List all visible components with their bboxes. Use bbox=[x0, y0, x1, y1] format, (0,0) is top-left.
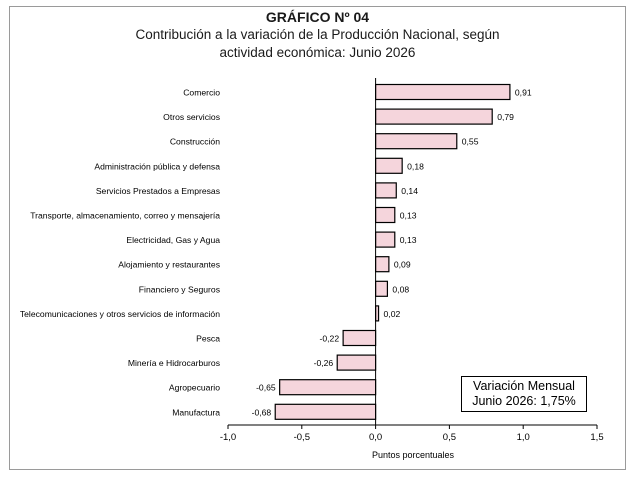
x-tick-label: 1,5 bbox=[590, 432, 603, 443]
x-tick-label: 0,5 bbox=[443, 432, 456, 443]
bar bbox=[279, 379, 377, 396]
data-label: -0,68 bbox=[252, 407, 272, 417]
data-label: 0,79 bbox=[497, 112, 514, 122]
bar bbox=[375, 182, 397, 199]
bar bbox=[375, 83, 511, 101]
bar bbox=[375, 231, 396, 248]
category-label: Telecomunicaciones y otros servicios de … bbox=[20, 309, 220, 319]
bar bbox=[375, 157, 403, 174]
data-label: 0,55 bbox=[462, 137, 479, 147]
chart-subtitle-line2: actividad económica: Junio 2026 bbox=[219, 45, 416, 60]
data-label: -0,22 bbox=[320, 334, 340, 344]
category-label: Electricidad, Gas y Agua bbox=[126, 235, 220, 245]
data-label: 0,18 bbox=[407, 161, 424, 171]
callout-line1: Variación Mensual bbox=[473, 379, 575, 393]
chart-title: GRÁFICO Nº 04 bbox=[265, 9, 370, 25]
x-tick-label: 1,0 bbox=[517, 432, 530, 443]
data-label: 0,02 bbox=[384, 309, 401, 319]
category-label: Comercio bbox=[183, 88, 220, 98]
bar bbox=[375, 206, 396, 224]
data-label: -0,65 bbox=[256, 383, 276, 393]
bar bbox=[375, 280, 389, 297]
category-label: Minería e Hidrocarburos bbox=[128, 358, 220, 368]
x-axis-label: Puntos porcentuales bbox=[372, 450, 455, 460]
x-tick-label: -0,5 bbox=[294, 432, 310, 443]
category-label: Manufactura bbox=[172, 407, 220, 417]
data-label: -0,26 bbox=[314, 358, 334, 368]
bar bbox=[274, 403, 377, 420]
bar bbox=[342, 329, 377, 347]
category-label: Financiero y Seguros bbox=[139, 284, 220, 294]
chart-subtitle-line1: Contribución a la variación de la Produc… bbox=[135, 27, 500, 42]
data-label: 0,13 bbox=[400, 235, 417, 245]
category-label: Administración pública y defensa bbox=[94, 161, 220, 171]
data-label: 0,91 bbox=[515, 88, 532, 98]
category-label: Construcción bbox=[170, 137, 220, 147]
category-label: Alojamiento y restaurantes bbox=[118, 260, 220, 270]
bar bbox=[375, 256, 390, 273]
category-label: Transporte, almacenamiento, correo y men… bbox=[30, 211, 220, 221]
callout-line2: Junio 2026: 1,75% bbox=[472, 394, 576, 408]
category-label: Pesca bbox=[196, 334, 220, 344]
x-tick-label: -1,0 bbox=[220, 432, 236, 443]
category-label: Servicios Prestados a Empresas bbox=[96, 186, 220, 196]
category-label: Otros servicios bbox=[163, 112, 220, 122]
chart-title-block: GRÁFICO Nº 04 Contribución a la variació… bbox=[9, 8, 626, 62]
data-label: 0,14 bbox=[401, 186, 418, 196]
data-label: 0,09 bbox=[394, 260, 411, 270]
data-label: 0,13 bbox=[400, 211, 417, 221]
x-tick-label: 0,0 bbox=[369, 432, 382, 443]
data-label: 0,08 bbox=[392, 284, 409, 294]
bar bbox=[336, 354, 377, 371]
category-label: Agropecuario bbox=[169, 383, 220, 393]
bar bbox=[375, 108, 493, 125]
bar bbox=[375, 133, 458, 150]
variation-callout: Variación Mensual Junio 2026: 1,75% bbox=[461, 376, 587, 412]
